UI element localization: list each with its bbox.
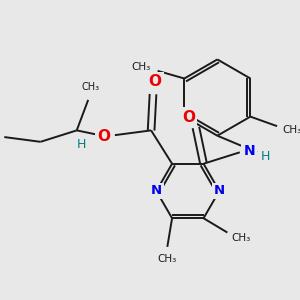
Text: N: N: [244, 144, 255, 158]
Text: O: O: [148, 74, 161, 89]
Text: CH₃: CH₃: [231, 233, 250, 243]
Text: CH₃: CH₃: [82, 82, 100, 92]
Text: CH₃: CH₃: [158, 254, 177, 264]
Text: H: H: [77, 138, 86, 151]
Text: O: O: [97, 129, 110, 144]
Text: CH₃: CH₃: [132, 62, 151, 72]
Text: CH₃: CH₃: [283, 125, 300, 135]
Text: H: H: [261, 150, 270, 163]
Text: O: O: [182, 110, 195, 124]
Text: N: N: [151, 184, 162, 197]
Text: N: N: [214, 184, 225, 197]
